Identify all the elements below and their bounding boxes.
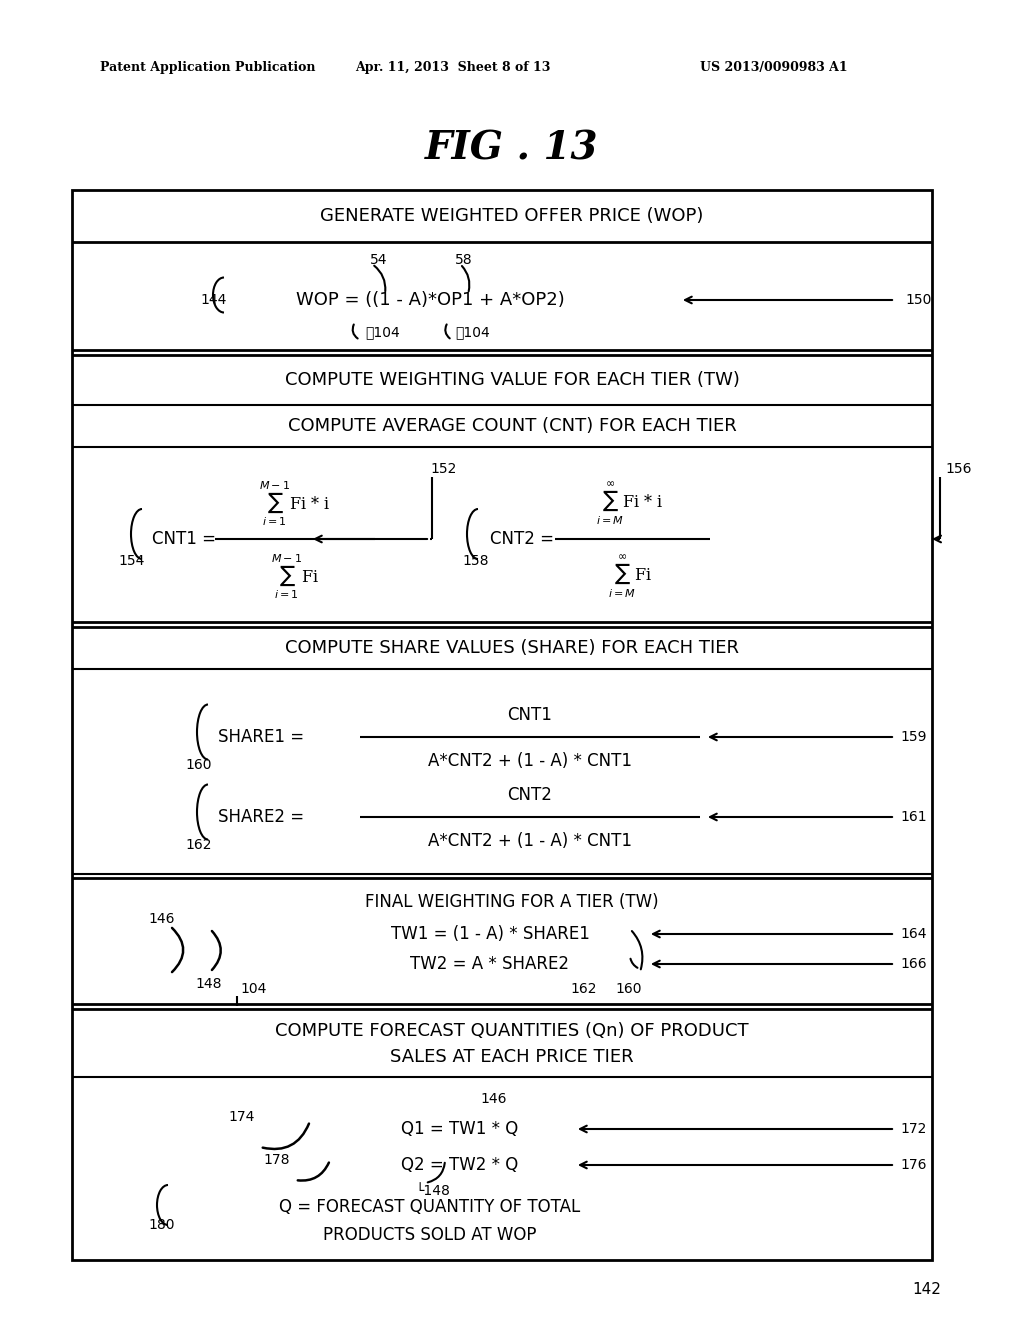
Text: 148: 148 [195, 977, 221, 991]
Text: FINAL WEIGHTING FOR A TIER (TW): FINAL WEIGHTING FOR A TIER (TW) [366, 894, 658, 911]
Text: CNT2: CNT2 [508, 785, 552, 804]
Text: COMPUTE FORECAST QUANTITIES (Qn) OF PRODUCT: COMPUTE FORECAST QUANTITIES (Qn) OF PROD… [275, 1022, 749, 1040]
Text: 164: 164 [900, 927, 927, 941]
Text: A*CNT2 + (1 - A) * CNT1: A*CNT2 + (1 - A) * CNT1 [428, 832, 632, 850]
Text: └148: └148 [415, 1184, 450, 1199]
Text: TW2 = A * SHARE2: TW2 = A * SHARE2 [411, 954, 569, 973]
Text: SHARE1 =: SHARE1 = [218, 729, 304, 746]
Text: 146: 146 [148, 912, 174, 927]
Text: 159: 159 [900, 730, 927, 744]
Text: 160: 160 [615, 982, 641, 997]
Text: TW1 = (1 - A) * SHARE1: TW1 = (1 - A) * SHARE1 [390, 925, 590, 942]
Text: CNT1: CNT1 [508, 706, 552, 723]
Text: 104: 104 [240, 982, 266, 997]
Text: COMPUTE WEIGHTING VALUE FOR EACH TIER (TW): COMPUTE WEIGHTING VALUE FOR EACH TIER (T… [285, 371, 739, 389]
Text: 176: 176 [900, 1158, 927, 1172]
Text: 54: 54 [370, 253, 387, 267]
Text: 161: 161 [900, 810, 927, 824]
Text: 160: 160 [185, 758, 212, 772]
Text: 142: 142 [912, 1283, 941, 1298]
Text: 180: 180 [148, 1218, 174, 1232]
Text: Q1 = TW1 * Q: Q1 = TW1 * Q [401, 1119, 518, 1138]
Text: 146: 146 [480, 1092, 507, 1106]
Text: Q = FORECAST QUANTITY OF TOTAL: Q = FORECAST QUANTITY OF TOTAL [280, 1199, 581, 1216]
Text: COMPUTE AVERAGE COUNT (CNT) FOR EACH TIER: COMPUTE AVERAGE COUNT (CNT) FOR EACH TIE… [288, 417, 736, 436]
Text: SALES AT EACH PRICE TIER: SALES AT EACH PRICE TIER [390, 1048, 634, 1067]
Text: 58: 58 [455, 253, 473, 267]
Text: 150: 150 [905, 293, 932, 308]
Text: CNT2 =: CNT2 = [490, 531, 554, 548]
Text: SHARE2 =: SHARE2 = [218, 808, 304, 826]
Text: Apr. 11, 2013  Sheet 8 of 13: Apr. 11, 2013 Sheet 8 of 13 [355, 62, 550, 74]
Text: A*CNT2 + (1 - A) * CNT1: A*CNT2 + (1 - A) * CNT1 [428, 752, 632, 770]
Text: PRODUCTS SOLD AT WOP: PRODUCTS SOLD AT WOP [324, 1226, 537, 1243]
Text: 178: 178 [263, 1152, 290, 1167]
Text: 174: 174 [228, 1110, 254, 1125]
Text: 154: 154 [118, 554, 144, 568]
Text: ⌔104: ⌔104 [455, 325, 489, 339]
Text: $\sum_{i=M}^{\infty}$Fi * i: $\sum_{i=M}^{\infty}$Fi * i [596, 480, 664, 527]
Text: Q2 = TW2 * Q: Q2 = TW2 * Q [401, 1156, 518, 1173]
Text: $\sum_{i=1}^{M-1}$Fi * i: $\sum_{i=1}^{M-1}$Fi * i [259, 479, 331, 528]
Text: US 2013/0090983 A1: US 2013/0090983 A1 [700, 62, 848, 74]
Text: 162: 162 [570, 982, 597, 997]
Text: 158: 158 [462, 554, 488, 568]
Text: Patent Application Publication: Patent Application Publication [100, 62, 315, 74]
Bar [72, 190, 932, 1261]
Text: 156: 156 [945, 462, 972, 477]
Text: $\sum_{i=M}^{\infty}$Fi: $\sum_{i=M}^{\infty}$Fi [608, 554, 652, 601]
Text: $\sum_{i=1}^{M-1}$Fi: $\sum_{i=1}^{M-1}$Fi [270, 553, 319, 602]
Text: 172: 172 [900, 1122, 927, 1137]
Text: 144: 144 [200, 293, 226, 308]
Text: 166: 166 [900, 957, 927, 972]
Text: 152: 152 [430, 462, 457, 477]
Text: ⌔104: ⌔104 [365, 325, 399, 339]
Text: WOP = ((1 - A)*OP1 + A*OP2): WOP = ((1 - A)*OP1 + A*OP2) [296, 290, 564, 309]
Text: GENERATE WEIGHTED OFFER PRICE (WOP): GENERATE WEIGHTED OFFER PRICE (WOP) [321, 207, 703, 224]
Text: FIG . 13: FIG . 13 [425, 129, 599, 168]
Text: COMPUTE SHARE VALUES (SHARE) FOR EACH TIER: COMPUTE SHARE VALUES (SHARE) FOR EACH TI… [285, 639, 739, 657]
Text: CNT1 =: CNT1 = [152, 531, 216, 548]
Text: 162: 162 [185, 838, 212, 851]
